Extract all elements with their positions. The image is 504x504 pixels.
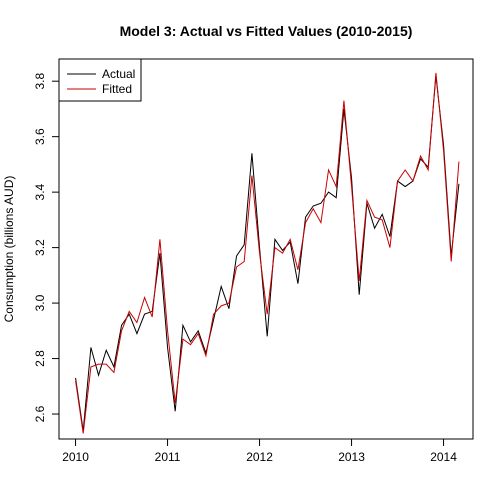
y-tick-label: 3.6: [33, 128, 47, 145]
legend-box: [58, 58, 142, 102]
series-line-fitted: [75, 72, 460, 434]
chart-title: Model 3: Actual vs Fitted Values (2010-2…: [120, 23, 413, 39]
y-tick-label: 3.2: [33, 239, 47, 256]
y-axis: 2.6 2.8 3.0 3.2 3.4 3.6 3.8: [33, 73, 60, 422]
x-tick-label: 2014: [430, 450, 457, 464]
series-layer: [75, 72, 460, 434]
x-tick-label: 2013: [338, 450, 365, 464]
plot-frame: [58, 58, 474, 440]
x-tick-label: 2011: [155, 450, 181, 464]
y-tick-label: 3.8: [33, 73, 47, 90]
x-tick-label: 2010: [62, 450, 89, 464]
legend-label-actual: Actual: [102, 67, 135, 81]
y-tick-label: 3.4: [33, 183, 47, 200]
legend: Actual Fitted: [58, 58, 142, 102]
y-tick-label: 3.0: [33, 294, 47, 311]
y-axis-label: Consumption (billions AUD): [2, 176, 16, 323]
legend-label-fitted: Fitted: [102, 82, 132, 96]
y-tick-label: 2.6: [33, 405, 47, 422]
series-line-actual: [75, 75, 460, 431]
x-axis: 2010 2011 2012 2013 2014: [62, 438, 457, 464]
y-tick-label: 2.8: [33, 350, 47, 367]
x-tick-label: 2012: [246, 450, 273, 464]
